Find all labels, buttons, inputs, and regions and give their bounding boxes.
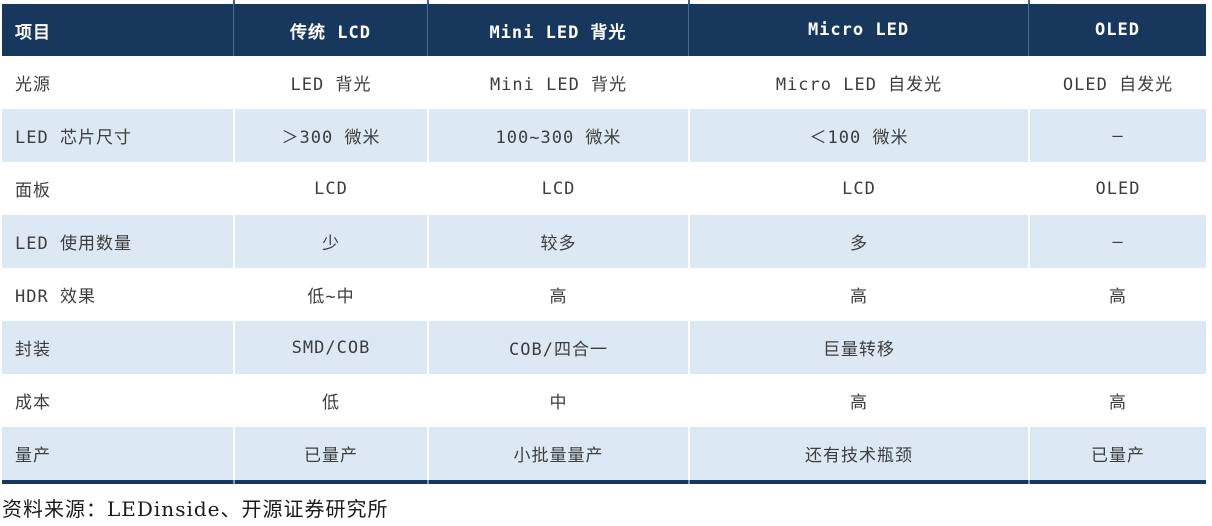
value-cell: 少	[233, 215, 427, 268]
header-cell-mini-led-backlight: Mini LED 背光	[427, 4, 688, 56]
value-cell: 高	[688, 374, 1028, 427]
value-cell: 较多	[427, 215, 688, 268]
value-cell: –	[1028, 109, 1206, 162]
row-label-cell: 封装	[15, 340, 51, 360]
column-border-tick	[233, 0, 235, 4]
table-row-led-count: LED 使用数量 少 较多 多 –	[2, 215, 1206, 268]
value-cell: Micro LED 自发光	[688, 56, 1028, 109]
value-cell: 中	[427, 374, 688, 427]
value-cell: 高	[427, 268, 688, 321]
column-border-tick	[1028, 0, 1030, 4]
border-notch	[427, 480, 429, 484]
table-header-row: 项目 传统 LCD Mini LED 背光 Micro LED OLED	[2, 4, 1206, 56]
column-border-tick	[427, 0, 429, 4]
value-cell: 巨量转移	[688, 321, 1028, 374]
source-note: 资料来源：LEDinside、开源证券研究所	[2, 497, 389, 521]
border-notch	[233, 480, 235, 484]
value-cell: 高	[1028, 268, 1206, 321]
row-label-cell: LED 芯片尺寸	[15, 128, 132, 148]
value-cell: ＜100 微米	[688, 109, 1028, 162]
value-cell: 小批量量产	[427, 427, 688, 480]
value-cell: 低~中	[233, 268, 427, 321]
value-cell: LCD	[233, 162, 427, 215]
value-cell: 低	[233, 374, 427, 427]
row-label-cell: HDR 效果	[15, 287, 96, 307]
border-notch	[1028, 480, 1030, 484]
table-top-strip	[2, 0, 1206, 4]
value-cell: 已量产	[1028, 427, 1206, 480]
row-label-cell: 量产	[15, 446, 51, 466]
value-cell: OLED 自发光	[1028, 56, 1206, 109]
table-row-mass-production: 量产 已量产 小批量量产 还有技术瓶颈 已量产	[2, 427, 1206, 480]
table-row-chip-size: LED 芯片尺寸 ＞300 微米 100~300 微米 ＜100 微米 –	[2, 109, 1206, 162]
value-cell: 高	[1028, 374, 1206, 427]
value-cell: Mini LED 背光	[427, 56, 688, 109]
value-cell: –	[1028, 215, 1206, 268]
header-cell-item: 项目	[15, 22, 51, 43]
header-cell-traditional-lcd: 传统 LCD	[233, 4, 427, 56]
table-row-light-source: 光源 LED 背光 Mini LED 背光 Micro LED 自发光 OLED…	[2, 56, 1206, 109]
value-cell: 100~300 微米	[427, 109, 688, 162]
table-bottom-border	[2, 480, 1206, 484]
value-cell	[1028, 321, 1206, 374]
value-cell: OLED	[1028, 162, 1206, 215]
table-row-hdr-effect: HDR 效果 低~中 高 高 高	[2, 268, 1206, 321]
value-cell: LCD	[688, 162, 1028, 215]
table-row-panel: 面板 LCD LCD LCD OLED	[2, 162, 1206, 215]
table-row-cost: 成本 低 中 高 高	[2, 374, 1206, 427]
row-label-cell: 成本	[15, 393, 51, 413]
value-cell: SMD/COB	[233, 321, 427, 374]
value-cell: LED 背光	[233, 56, 427, 109]
value-cell: 多	[688, 215, 1028, 268]
border-notch	[688, 480, 690, 484]
column-border-tick	[688, 0, 690, 4]
row-label-cell: 面板	[15, 181, 51, 201]
header-cell-micro-led: Micro LED	[688, 4, 1028, 56]
display-tech-comparison-table: 项目 传统 LCD Mini LED 背光 Micro LED OLED 光源 …	[2, 0, 1206, 484]
row-label-cell: LED 使用数量	[15, 234, 132, 254]
value-cell: ＞300 微米	[233, 109, 427, 162]
header-cell-oled: OLED	[1028, 4, 1206, 56]
value-cell: LCD	[427, 162, 688, 215]
table-row-packaging: 封装 SMD/COB COB/四合一 巨量转移	[2, 321, 1206, 374]
row-label-cell: 光源	[15, 75, 51, 95]
value-cell: 还有技术瓶颈	[688, 427, 1028, 480]
value-cell: 已量产	[233, 427, 427, 480]
value-cell: COB/四合一	[427, 321, 688, 374]
value-cell: 高	[688, 268, 1028, 321]
